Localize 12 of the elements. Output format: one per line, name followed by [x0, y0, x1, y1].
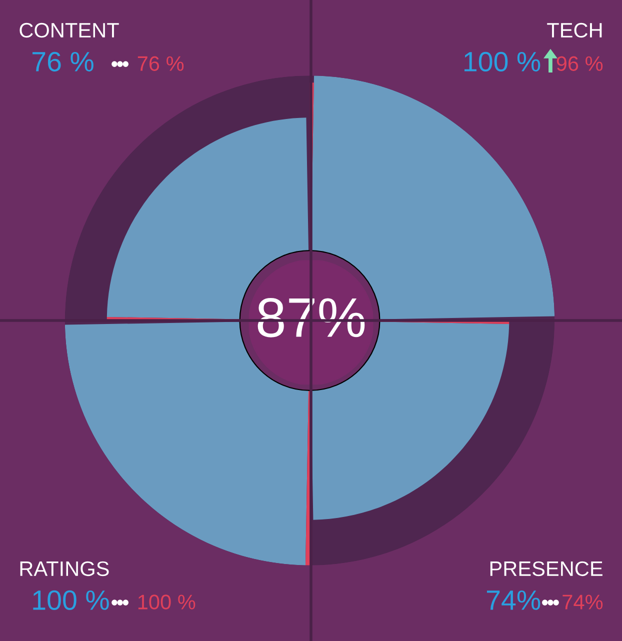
data-label: 74%: [486, 590, 540, 610]
data-label: 76 %: [32, 52, 94, 72]
data-label: 76 %: [138, 56, 184, 71]
data-label: 100 %: [464, 52, 540, 72]
category-label: CONTENT: [20, 22, 119, 38]
category-label: TECH: [547, 22, 602, 38]
category-label: RATINGS: [20, 561, 109, 576]
data-label: 74%: [562, 594, 603, 610]
data-label: 96 %: [556, 56, 603, 71]
category-label: PRESENCE: [490, 561, 602, 576]
data-label: 100 %: [138, 594, 196, 610]
data-label: 100 %: [33, 590, 109, 610]
